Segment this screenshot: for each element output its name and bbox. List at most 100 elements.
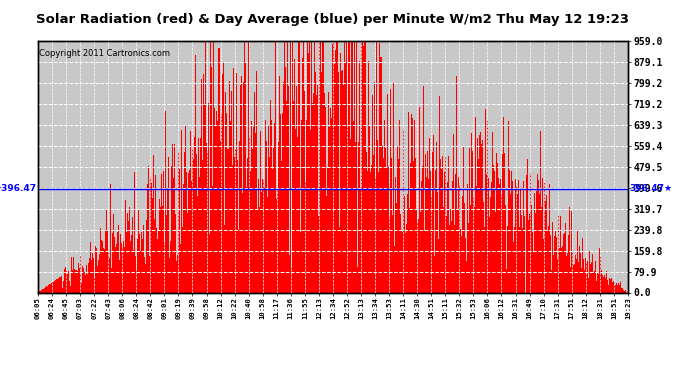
Bar (432, 222, 433, 292)
Bar (591, 256, 592, 292)
Bar (271, 120, 272, 292)
Bar (115, 248, 116, 292)
Bar (503, 117, 504, 292)
Bar (130, 241, 131, 292)
Bar (417, 160, 418, 292)
Bar (404, 196, 405, 292)
Bar (453, 134, 454, 292)
Bar (222, 74, 223, 292)
Bar (286, 101, 287, 292)
Bar (424, 249, 425, 292)
Bar (478, 159, 479, 292)
Bar (111, 267, 112, 292)
Bar (624, 291, 625, 292)
Bar (118, 225, 119, 292)
Bar (435, 170, 436, 292)
Bar (49, 284, 50, 292)
Bar (615, 283, 617, 292)
Bar (592, 254, 593, 292)
Bar (538, 180, 539, 292)
Bar (294, 59, 295, 292)
Bar (549, 184, 550, 292)
Bar (595, 261, 596, 292)
Bar (480, 132, 481, 292)
Bar (491, 183, 492, 292)
Bar (97, 266, 98, 292)
Bar (560, 216, 561, 292)
Text: Solar Radiation (red) & Day Average (blue) per Minute W/m2 Thu May 12 19:23: Solar Radiation (red) & Day Average (blu… (37, 13, 629, 26)
Bar (148, 166, 149, 292)
Bar (59, 277, 60, 292)
Bar (621, 288, 622, 292)
Bar (161, 175, 162, 292)
Bar (604, 274, 605, 292)
Bar (213, 147, 214, 292)
Bar (378, 172, 379, 292)
Bar (227, 149, 228, 292)
Bar (431, 196, 432, 292)
Bar (229, 81, 230, 292)
Bar (80, 255, 81, 292)
Bar (582, 238, 583, 292)
Bar (168, 157, 169, 292)
Bar (512, 181, 513, 292)
Bar (195, 55, 196, 292)
Bar (251, 121, 252, 292)
Bar (587, 261, 588, 292)
Bar (283, 82, 284, 292)
Bar (133, 251, 134, 292)
Bar (205, 41, 206, 292)
Bar (81, 284, 82, 292)
Bar (164, 243, 165, 292)
Bar (342, 70, 343, 292)
Bar (456, 76, 457, 292)
Bar (530, 173, 531, 292)
Bar (95, 242, 96, 292)
Bar (405, 224, 406, 292)
Bar (622, 288, 623, 292)
Bar (45, 287, 46, 292)
Bar (77, 271, 78, 292)
Bar (609, 278, 610, 292)
Bar (288, 86, 289, 292)
Bar (611, 284, 612, 292)
Bar (165, 111, 166, 292)
Bar (262, 179, 263, 292)
Bar (333, 41, 334, 292)
Bar (268, 125, 269, 292)
Bar (289, 255, 290, 292)
Bar (586, 262, 587, 292)
Bar (513, 242, 514, 292)
Bar (129, 207, 130, 292)
Bar (428, 178, 429, 292)
Bar (555, 230, 556, 292)
Bar (442, 156, 443, 292)
Bar (317, 86, 318, 292)
Bar (217, 120, 218, 292)
Bar (526, 175, 527, 292)
Bar (181, 232, 182, 292)
Bar (511, 171, 512, 292)
Bar (490, 197, 491, 292)
Bar (346, 41, 347, 292)
Bar (365, 41, 366, 292)
Bar (393, 83, 394, 292)
Bar (298, 41, 299, 292)
Text: ★396.47: ★396.47 (0, 184, 37, 193)
Bar (620, 282, 621, 292)
Bar (593, 273, 594, 292)
Bar (429, 138, 430, 292)
Bar (607, 279, 608, 292)
Bar (318, 216, 319, 292)
Bar (99, 254, 100, 292)
Bar (376, 41, 377, 292)
Bar (40, 291, 41, 292)
Bar (263, 41, 264, 292)
Bar (149, 256, 150, 292)
Bar (248, 41, 249, 292)
Bar (58, 278, 59, 292)
Bar (343, 86, 344, 292)
Bar (414, 120, 415, 292)
Bar (108, 252, 109, 292)
Bar (300, 232, 301, 292)
